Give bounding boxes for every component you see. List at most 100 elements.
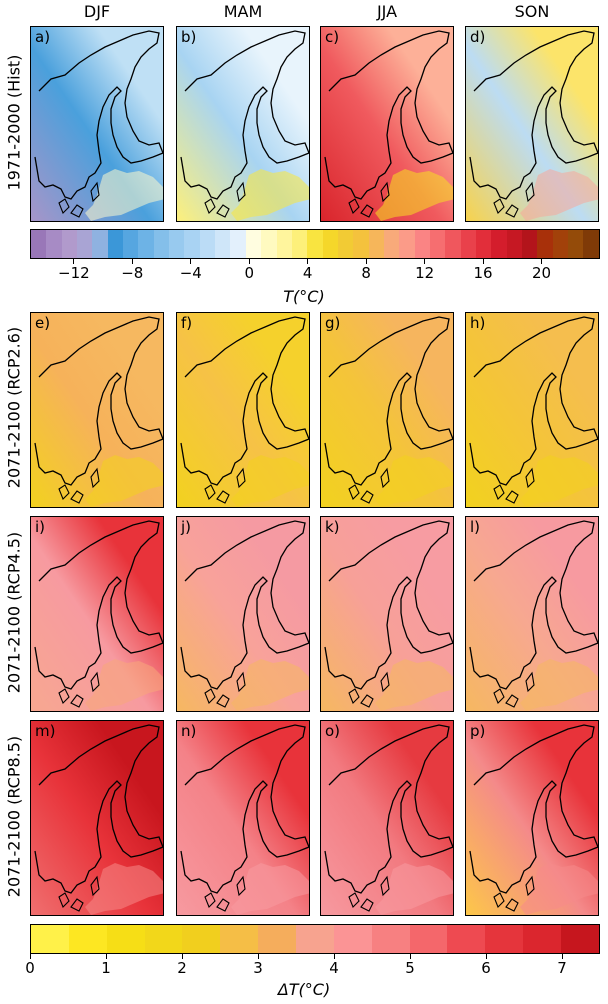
coastline [324, 724, 453, 894]
island-outline [360, 898, 374, 912]
map-panel-o: o) [320, 720, 454, 916]
island-outline [360, 490, 374, 504]
map-panel-m: m) [30, 720, 164, 916]
colorbar-swatch [169, 230, 185, 258]
panel-label: f) [181, 314, 193, 332]
island-outline [216, 694, 230, 708]
colorbar-swatch [92, 230, 108, 258]
island-outline [380, 671, 390, 693]
colorbar-swatch [307, 230, 323, 258]
island-outline [70, 694, 84, 708]
colorbar-swatch [475, 230, 492, 258]
colorbar-tick-label: 16 [473, 264, 493, 282]
row-label-rcp85: 2071-2100 (RCP8.5) [4, 735, 24, 898]
colorbar-swatch [68, 925, 107, 953]
colorbar-swatch [447, 925, 486, 953]
island-outline [360, 204, 374, 218]
panel-label: n) [181, 722, 197, 740]
colorbar-tick [181, 954, 183, 959]
colorbar-tick-label: 0 [244, 264, 254, 282]
colorbar-swatch [245, 230, 262, 258]
island-outline [90, 181, 100, 203]
coastline [469, 30, 598, 200]
colorbar-tick [541, 259, 543, 264]
map-panel-a: a) [30, 26, 164, 222]
island-outline [204, 892, 216, 908]
panel-label: e) [35, 314, 51, 332]
colorbar-delta-label: ΔT(°C) [277, 980, 331, 999]
island-outline [58, 198, 70, 214]
colorbar-swatch [568, 230, 584, 258]
colorbar-swatch [371, 925, 410, 953]
sea-region [85, 863, 163, 915]
map-panel-p: p) [465, 720, 599, 916]
colorbar-swatch [138, 230, 154, 258]
colorbar-tick [248, 259, 250, 264]
colorbar-swatch [296, 925, 334, 953]
colorbar-tick [333, 954, 335, 959]
panel-label: o) [325, 722, 341, 740]
colorbar-swatch [46, 230, 62, 258]
colorbar-swatch [399, 230, 415, 258]
colorbar-swatch [409, 925, 448, 953]
island-outline [58, 892, 70, 908]
map-field [31, 27, 163, 221]
colorbar-tick-label: 2 [177, 959, 187, 977]
coastline [34, 724, 163, 894]
map-field [321, 313, 453, 507]
map-panel-b: b) [176, 26, 310, 222]
map-panel-j: j) [176, 516, 310, 712]
colorbar-swatch [537, 230, 553, 258]
coastline [324, 316, 453, 486]
island-outline [236, 671, 246, 693]
island-outline [505, 490, 519, 504]
colorbar-swatch [123, 230, 139, 258]
island-outline [58, 484, 70, 500]
colorbar-swatch [144, 925, 183, 953]
island-outline [204, 484, 216, 500]
sea-region [231, 169, 309, 221]
colorbar-swatch [61, 230, 78, 258]
coastline [469, 724, 598, 894]
map-field [177, 313, 309, 507]
sea-region [85, 455, 163, 507]
map-panel-g: g) [320, 312, 454, 508]
colorbar-swatch [77, 230, 93, 258]
colorbar-swatch [429, 230, 446, 258]
colorbar-tick [131, 259, 133, 264]
island-outline [90, 467, 100, 489]
panel-label: p) [470, 722, 486, 740]
row-label-rcp45: 2071-2100 (RCP4.5) [4, 531, 24, 694]
colorbar-swatch [31, 925, 69, 953]
map-field [177, 721, 309, 915]
island-outline [236, 467, 246, 489]
island-outline [216, 898, 230, 912]
colorbar-swatch [220, 925, 259, 953]
colorbar-tick-label: 0 [25, 959, 35, 977]
coastline [180, 316, 309, 486]
colorbar-tick-label: 4 [302, 264, 313, 282]
map-panel-f: f) [176, 312, 310, 508]
island-outline [58, 688, 70, 704]
island-outline [525, 467, 535, 489]
panel-label: k) [325, 518, 340, 536]
sea-region [231, 659, 309, 711]
col-title-son: SON [514, 2, 550, 21]
colorbar-swatch [153, 230, 170, 258]
colorbar-hist-label: T(°C) [283, 287, 325, 306]
col-title-jja: JJA [376, 2, 398, 21]
map-panel-i: i) [30, 516, 164, 712]
map-panel-h: h) [465, 312, 599, 508]
island-outline [204, 688, 216, 704]
coastline [324, 520, 453, 690]
panel-label: j) [181, 518, 192, 536]
coastline [180, 520, 309, 690]
colorbar-tick-label: 7 [557, 959, 567, 977]
colorbar-swatch [485, 925, 524, 953]
colorbar-swatch [276, 230, 292, 258]
colorbar-swatch [561, 925, 599, 953]
panel-label: d) [470, 28, 486, 46]
island-outline [90, 671, 100, 693]
coastline [324, 30, 453, 200]
sea-region [231, 455, 309, 507]
